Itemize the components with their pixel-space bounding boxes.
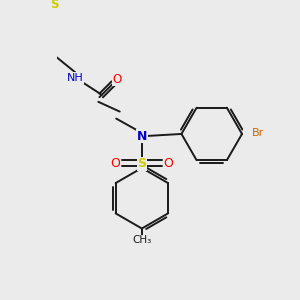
Text: Br: Br	[252, 128, 264, 138]
Text: N: N	[137, 130, 147, 143]
Text: S: S	[137, 158, 146, 170]
Text: O: O	[164, 158, 173, 170]
Text: O: O	[110, 158, 120, 170]
Text: CH₃: CH₃	[132, 235, 152, 245]
Text: O: O	[113, 73, 122, 86]
Text: NH: NH	[67, 73, 83, 83]
Text: S: S	[50, 0, 59, 11]
